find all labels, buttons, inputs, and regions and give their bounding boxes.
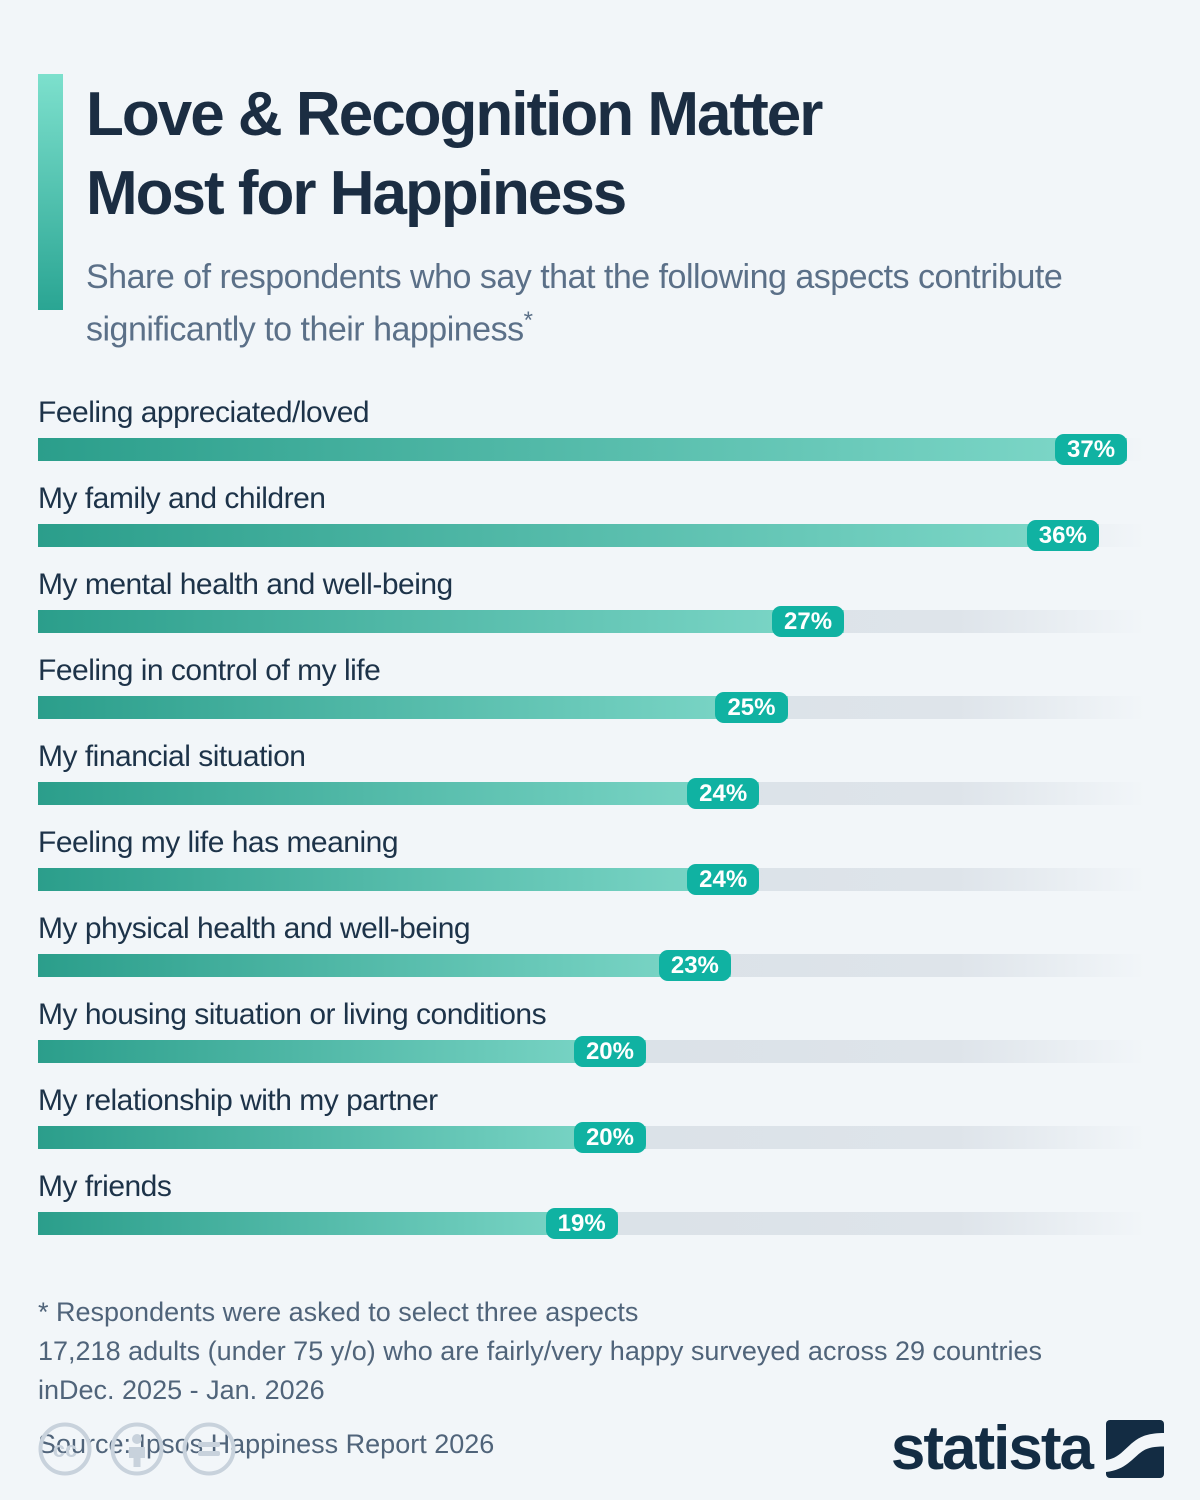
bar-track: 24% [38, 778, 1158, 810]
bar-label: My financial situation [38, 740, 306, 774]
bar-label: My relationship with my partner [38, 1084, 438, 1118]
value-badge: 27% [772, 606, 845, 638]
value-badge: 20% [573, 1036, 646, 1068]
bar-track: 27% [38, 606, 1158, 638]
bar-label: My friends [38, 1170, 172, 1204]
statista-wordmark: statista [890, 1414, 1094, 1483]
footnote-marker: * [523, 307, 533, 334]
bar-fill: 20% [38, 1122, 646, 1154]
bar-label: Feeling my life has meaning [38, 826, 399, 860]
bar-label: My family and children [38, 482, 326, 516]
value-badge: 25% [715, 692, 788, 724]
bar-label: Feeling in control of my life [38, 654, 381, 688]
bar-fill: 24% [38, 864, 760, 896]
footer: cc statista [0, 1414, 1200, 1483]
chart-row: My friends 19% [38, 1170, 1158, 1240]
bar-label: My housing situation or living condition… [38, 998, 547, 1032]
bar-fill: 25% [38, 692, 788, 724]
bar-track: 37% [38, 434, 1158, 466]
bar-track: 25% [38, 692, 1158, 724]
attribution-icon[interactable] [110, 1422, 164, 1476]
bar-fill: 19% [38, 1208, 618, 1240]
bar-fill: 36% [38, 520, 1099, 552]
chart-subtitle: Share of respondents who say that the fo… [86, 255, 1140, 351]
chart-row: Feeling my life has meaning 24% [38, 826, 1158, 896]
no-derivatives-icon[interactable] [182, 1422, 236, 1476]
statista-logo[interactable]: statista [890, 1414, 1164, 1483]
chart-row: My family and children 36% [38, 482, 1158, 552]
page-title: Love & Recognition Matter Most for Happi… [86, 75, 1140, 233]
bar-track: 36% [38, 520, 1158, 552]
bar-fill: 20% [38, 1036, 646, 1068]
bar-label: My physical health and well-being [38, 912, 471, 946]
value-badge: 24% [687, 778, 760, 810]
license-icons: cc [38, 1422, 236, 1476]
bar-chart: Feeling appreciated/loved 37% My family … [0, 396, 1200, 1240]
chart-row: My relationship with my partner 20% [38, 1084, 1158, 1154]
bar-track: 24% [38, 864, 1158, 896]
value-badge: 20% [573, 1122, 646, 1154]
bar-fill: 24% [38, 778, 760, 810]
chart-row: My housing situation or living condition… [38, 998, 1158, 1068]
bar-label: My mental health and well-being [38, 568, 453, 602]
bar-fill: 37% [38, 434, 1128, 466]
bar-track: 19% [38, 1208, 1158, 1240]
value-badge: 23% [658, 950, 731, 982]
bar-fill: 23% [38, 950, 731, 982]
bar-track: 20% [38, 1122, 1158, 1154]
chart-row: Feeling in control of my life 25% [38, 654, 1158, 724]
bar-fill: 27% [38, 606, 845, 638]
chart-row: My financial situation 24% [38, 740, 1158, 810]
statista-logo-icon [1106, 1420, 1164, 1478]
title-line-1: Love & Recognition Matter [86, 80, 823, 149]
value-badge: 24% [687, 864, 760, 896]
bar-track: 23% [38, 950, 1158, 982]
chart-row: My physical health and well-being 23% [38, 912, 1158, 982]
value-badge: 37% [1055, 434, 1128, 466]
footnote-line-3: inDec. 2025 - Jan. 2026 [38, 1375, 325, 1406]
chart-row: Feeling appreciated/loved 37% [38, 396, 1158, 466]
bar-track: 20% [38, 1036, 1158, 1068]
footnotes: * Respondents were asked to select three… [38, 1293, 1140, 1410]
footnote-line-2: 17,218 adults (under 75 y/o) who are fai… [38, 1336, 1043, 1367]
footnote-line-1: * Respondents were asked to select three… [38, 1297, 639, 1328]
subtitle-text: Share of respondents who say that the fo… [86, 258, 1063, 349]
chart-row: My mental health and well-being 27% [38, 568, 1158, 638]
bar-label: Feeling appreciated/loved [38, 396, 370, 430]
creative-commons-icon[interactable]: cc [38, 1422, 92, 1476]
value-badge: 36% [1026, 520, 1099, 552]
header: Love & Recognition Matter Most for Happi… [0, 0, 1200, 351]
accent-bar [38, 74, 63, 310]
title-line-2: Most for Happiness [86, 159, 627, 228]
value-badge: 19% [545, 1208, 618, 1240]
svg-text:cc: cc [53, 1437, 77, 1462]
